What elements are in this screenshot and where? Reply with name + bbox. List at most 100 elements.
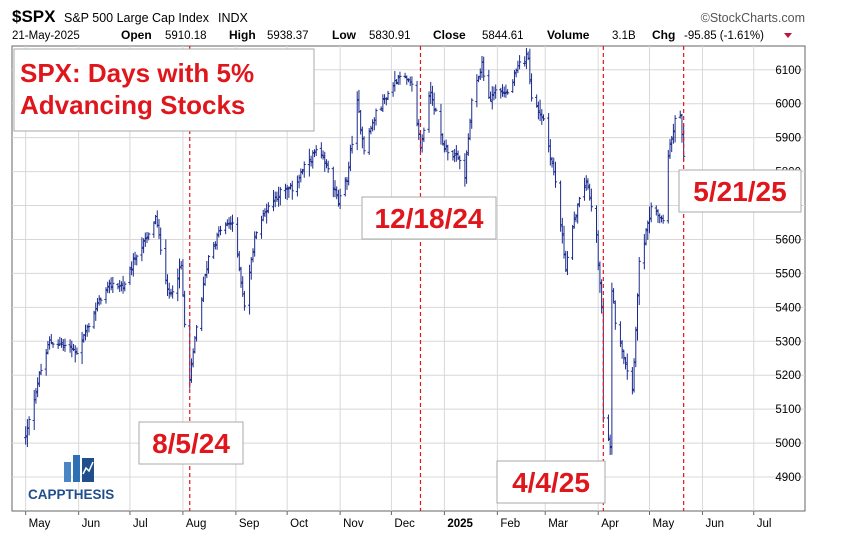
price-bar — [589, 188, 593, 212]
x-tick-label: Mar — [548, 518, 568, 530]
price-bar — [374, 108, 378, 126]
open-label: Open — [121, 28, 152, 42]
price-bar — [159, 227, 163, 255]
price-bar — [362, 136, 366, 155]
x-tick-label: May — [29, 518, 51, 530]
price-bar — [302, 161, 306, 178]
price-bar — [422, 127, 426, 142]
price-bar — [183, 290, 187, 328]
x-tick-label: Jul — [133, 518, 148, 530]
event-marker-box — [138, 421, 244, 465]
price-bar — [242, 290, 247, 311]
event-marker-box — [678, 169, 802, 213]
price-bar — [553, 161, 558, 188]
event-marker-label: 8/5/24 — [152, 428, 230, 459]
price-bar — [63, 338, 67, 352]
x-tick-label: Apr — [601, 518, 619, 530]
price-bar — [637, 256, 641, 306]
price-bar — [446, 144, 450, 161]
price-bar — [135, 254, 139, 266]
price-bar — [494, 84, 498, 99]
price-bar — [111, 276, 115, 293]
x-tick-label: Sep — [239, 518, 259, 530]
price-bar — [350, 135, 354, 154]
close-value: 5844.61 — [482, 30, 524, 42]
price-bar — [565, 251, 570, 276]
y-tick-label: 5000 — [775, 438, 801, 450]
price-bar — [506, 89, 510, 95]
price-bar — [613, 300, 617, 330]
logo-text: CAPPTHESIS — [28, 487, 114, 502]
price-bar — [517, 55, 522, 70]
price-bar — [529, 73, 534, 102]
price-bar — [541, 114, 546, 121]
price-bar — [254, 231, 258, 240]
price-bar — [398, 71, 402, 85]
x-tick-label: Aug — [186, 518, 206, 530]
y-tick-label: 5100 — [775, 404, 801, 416]
price-bar — [171, 285, 175, 299]
chart-title: SPX: Days with 5% Advancing Stocks — [20, 58, 254, 120]
x-tick-label: Oct — [290, 518, 309, 530]
chg-label: Chg — [652, 28, 675, 42]
x-axis: May Jun Jul Aug Sep Oct Nov Dec 2025 Feb Mar Apr May… — [25, 511, 772, 530]
event-marker-box — [496, 460, 606, 504]
y-tick-label: 5500 — [775, 268, 801, 280]
price-bar — [386, 90, 390, 100]
price-bar — [314, 145, 318, 156]
quote-date: 21-May-2025 — [12, 30, 80, 42]
price-bar — [206, 255, 211, 274]
price-bar — [482, 56, 486, 81]
y-tick-label: 5400 — [775, 302, 801, 314]
y-tick-label: 5300 — [775, 336, 801, 348]
price-bar — [27, 416, 31, 436]
y-tick-label: 5900 — [775, 133, 801, 145]
price-bar — [326, 160, 330, 173]
x-tick-label: Jun — [82, 518, 101, 530]
open-value: 5910.18 — [165, 30, 207, 42]
x-tick-label: Feb — [500, 518, 520, 530]
price-bar — [278, 187, 282, 206]
low-label: Low — [332, 28, 357, 42]
price-bars — [24, 47, 686, 456]
event-marker-label: 5/21/25 — [693, 176, 786, 207]
x-tick-label: Jun — [705, 518, 724, 530]
title-box — [13, 48, 315, 132]
price-bar — [620, 340, 624, 359]
x-tick-label: Jul — [757, 518, 772, 530]
volume-value: 3.1B — [612, 30, 636, 42]
price-bar — [123, 281, 127, 292]
high-label: High — [229, 28, 256, 42]
y-tick-label: 5600 — [775, 234, 801, 246]
event-marker-label: 12/18/24 — [375, 203, 484, 234]
event-markers: 8/5/24 12/18/24 4/4/25 5/21/25 — [138, 46, 802, 511]
price-bar — [266, 202, 270, 214]
event-marker-label: 4/4/25 — [512, 467, 590, 498]
high-value: 5938.37 — [267, 30, 309, 42]
ticker: $SPX — [12, 7, 56, 26]
price-bar — [673, 115, 677, 143]
price-bar — [661, 214, 665, 224]
price-bar — [87, 322, 91, 333]
price-bar — [458, 155, 462, 170]
y-tick-label: 6100 — [775, 65, 801, 77]
volume-label: Volume — [547, 28, 590, 42]
event-marker-box — [361, 196, 497, 240]
x-tick-label: 2025 — [447, 518, 473, 530]
price-bar — [39, 363, 43, 376]
price-bar — [147, 232, 151, 241]
y-tick-label: 6000 — [775, 99, 801, 111]
price-bar — [470, 98, 474, 129]
y-tick-label: 5200 — [775, 370, 801, 382]
source-credit: ©StockCharts.com — [701, 11, 805, 25]
price-bar — [290, 180, 294, 200]
capp-thesis-logo: CAPPTHESIS — [28, 455, 114, 502]
price-bar — [218, 225, 223, 236]
price-bar — [434, 107, 438, 112]
price-bar — [338, 188, 342, 209]
y-tick-label: 4900 — [775, 472, 801, 484]
price-bar — [230, 214, 235, 232]
x-tick-label: Dec — [394, 518, 415, 530]
x-tick-label: Nov — [343, 518, 364, 530]
